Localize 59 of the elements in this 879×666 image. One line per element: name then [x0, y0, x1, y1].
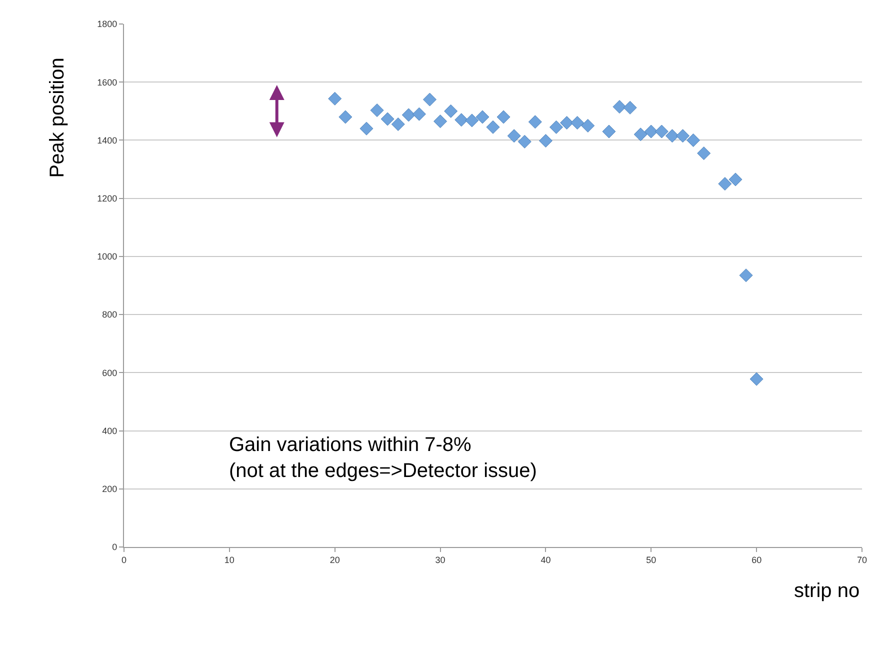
y-tick-label: 1600 — [97, 77, 118, 88]
point — [581, 118, 595, 132]
point — [402, 108, 416, 122]
y-tick-label: 1200 — [97, 193, 118, 204]
point — [496, 110, 510, 124]
point — [634, 128, 648, 142]
x-tick-label: 70 — [856, 554, 868, 565]
point — [654, 124, 668, 138]
y-tick-label: 600 — [102, 368, 118, 378]
y-tick-label: 0 — [112, 542, 118, 552]
y-tick-label: 1400 — [97, 135, 118, 146]
x-tick-label: 30 — [435, 554, 446, 565]
annotation: Gain variations within 7-8% (not at the edges=>Detector issue) — [229, 434, 537, 482]
x-tick-label: 50 — [646, 554, 656, 565]
point — [538, 134, 552, 148]
point — [518, 134, 532, 148]
point — [612, 100, 626, 114]
x-tick-label: 60 — [752, 554, 762, 565]
point — [602, 124, 616, 138]
point — [412, 107, 426, 121]
point — [338, 110, 352, 124]
point — [739, 268, 753, 282]
point — [697, 146, 711, 160]
point — [486, 120, 500, 134]
x-tick-label: 20 — [330, 554, 340, 565]
point — [718, 177, 732, 191]
point — [476, 110, 490, 124]
point — [750, 372, 764, 386]
point — [623, 100, 637, 114]
y-axis-title: Peak position — [46, 58, 68, 178]
point — [328, 92, 342, 106]
point — [676, 129, 690, 143]
point — [370, 104, 384, 118]
point — [686, 133, 700, 147]
point — [380, 112, 394, 126]
point — [434, 114, 448, 128]
x-axis-title: strip no — [794, 580, 860, 602]
y-tick-label: 400 — [102, 426, 118, 436]
x-tick-label: 40 — [540, 554, 551, 565]
y-tick-label: 800 — [102, 310, 118, 320]
x-tick-label: 0 — [121, 554, 127, 565]
point — [550, 120, 564, 134]
point — [528, 115, 542, 129]
point — [465, 114, 479, 128]
point — [360, 122, 374, 136]
y-tick-label: 1000 — [97, 252, 118, 262]
point — [391, 117, 405, 131]
y-tick-label: 200 — [102, 484, 118, 494]
point — [507, 129, 521, 143]
point — [560, 116, 574, 130]
point — [422, 92, 436, 106]
point — [644, 124, 658, 138]
point — [454, 113, 468, 127]
point — [570, 116, 584, 130]
point — [665, 129, 679, 143]
point — [444, 104, 458, 118]
x-tick-label: 10 — [224, 554, 234, 565]
y-tick-label: 1800 — [97, 19, 118, 30]
point — [728, 172, 742, 186]
